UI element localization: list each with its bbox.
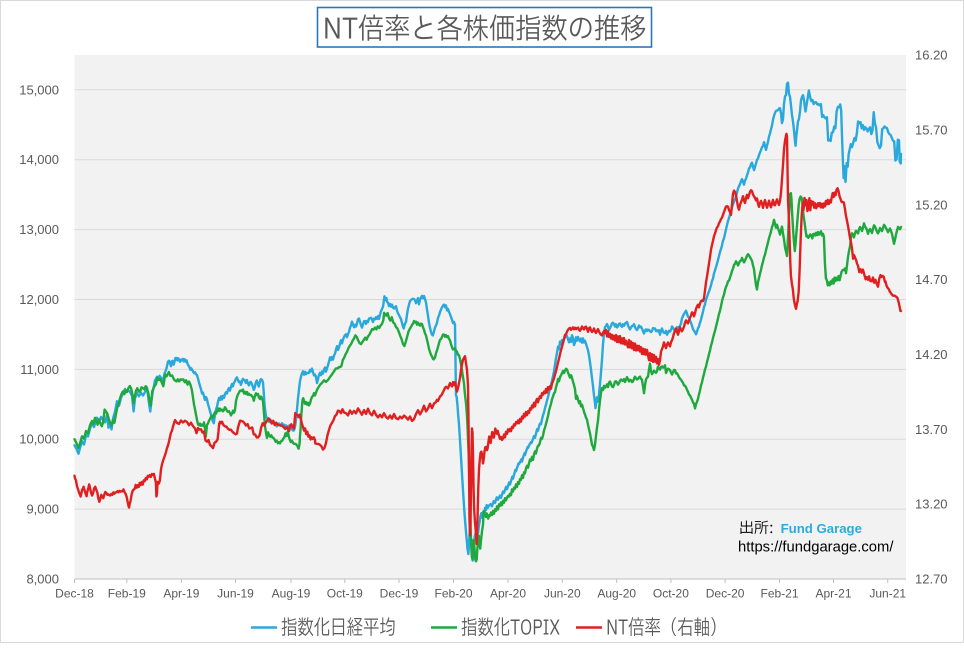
svg-text:12,000: 12,000 — [19, 292, 59, 307]
svg-text:Dec-19: Dec-19 — [380, 587, 419, 601]
svg-text:9,000: 9,000 — [26, 502, 59, 517]
svg-text:Apr-20: Apr-20 — [490, 587, 526, 601]
svg-text:14.20: 14.20 — [915, 347, 948, 362]
svg-text:13.70: 13.70 — [915, 422, 948, 437]
svg-text:13.20: 13.20 — [915, 497, 948, 512]
svg-text:Aug-19: Aug-19 — [272, 587, 311, 601]
svg-text:12.70: 12.70 — [915, 572, 948, 587]
svg-text:Aug-20: Aug-20 — [597, 587, 636, 601]
svg-text:10,000: 10,000 — [19, 432, 59, 447]
svg-text:Jun-20: Jun-20 — [544, 587, 581, 601]
svg-text:Feb-19: Feb-19 — [108, 587, 146, 601]
svg-text:15.70: 15.70 — [915, 122, 948, 137]
svg-text:https://fundgarage.com/: https://fundgarage.com/ — [738, 540, 894, 556]
svg-text:Fund Garage: Fund Garage — [781, 521, 862, 536]
svg-text:15,000: 15,000 — [19, 82, 59, 97]
svg-text:Apr-21: Apr-21 — [815, 587, 851, 601]
svg-text:14.70: 14.70 — [915, 272, 948, 287]
svg-text:Jun-19: Jun-19 — [217, 587, 254, 601]
svg-text:Apr-19: Apr-19 — [163, 587, 199, 601]
svg-text:Feb-20: Feb-20 — [434, 587, 472, 601]
svg-text:Jun-21: Jun-21 — [869, 587, 906, 601]
svg-text:Dec-18: Dec-18 — [55, 587, 94, 601]
svg-text:15.20: 15.20 — [915, 197, 948, 212]
svg-text:14,000: 14,000 — [19, 152, 59, 167]
svg-text:Feb-21: Feb-21 — [760, 587, 798, 601]
svg-text:11,000: 11,000 — [20, 362, 59, 377]
svg-text:Dec-20: Dec-20 — [706, 587, 745, 601]
svg-text:16.20: 16.20 — [915, 48, 948, 63]
svg-text:13,000: 13,000 — [19, 222, 59, 237]
svg-text:Oct-20: Oct-20 — [653, 587, 689, 601]
svg-text:8,000: 8,000 — [26, 572, 59, 587]
svg-text:Oct-19: Oct-19 — [327, 587, 363, 601]
